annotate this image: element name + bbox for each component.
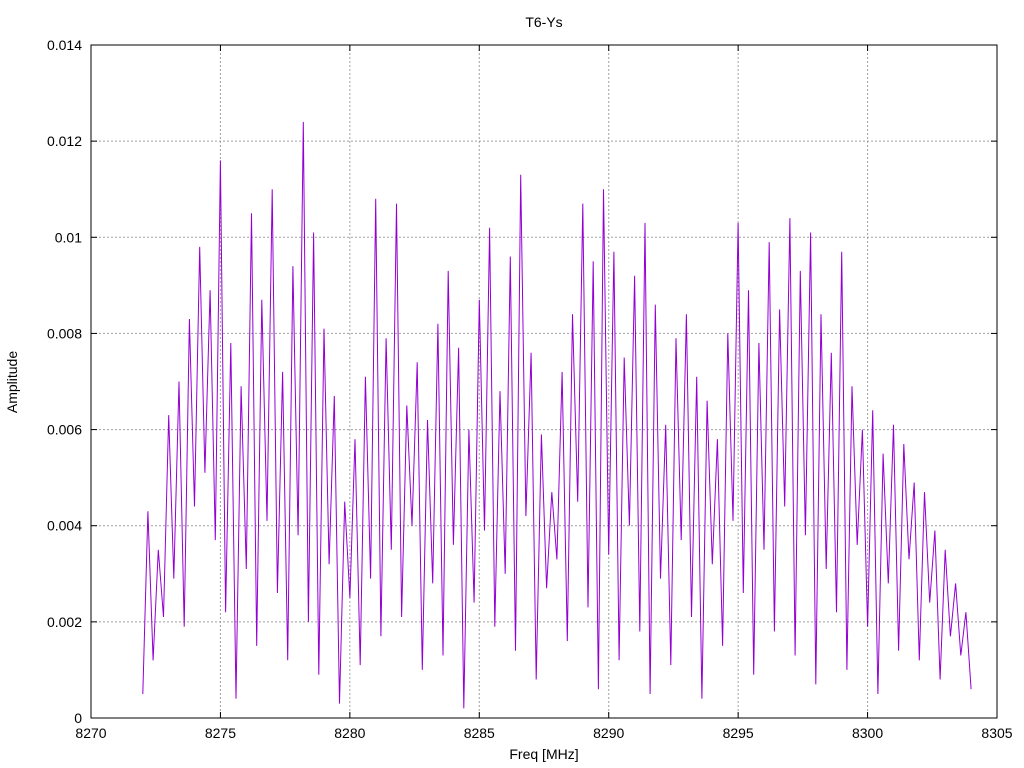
y-tick-label: 0.012 — [47, 133, 82, 149]
y-tick-label: 0.004 — [47, 518, 82, 534]
y-tick-labels: 0 0.002 0.004 0.006 0.008 0.01 0.012 0.014 — [47, 37, 82, 726]
amplitude-series-line — [142, 121, 972, 709]
x-tick-label: 8270 — [75, 725, 106, 741]
x-tick-label: 8300 — [852, 725, 883, 741]
chart-title: T6-Ys — [525, 14, 562, 30]
y-tick-label: 0 — [74, 710, 82, 726]
series-group — [142, 121, 972, 709]
x-tick-label: 8290 — [593, 725, 624, 741]
y-tick-label: 0.006 — [47, 422, 82, 438]
y-tick-label: 0.014 — [47, 37, 82, 53]
y-tick-label: 0.008 — [47, 325, 82, 341]
x-axis-title: Freq [MHz] — [509, 746, 578, 762]
y-tick-label: 0.002 — [47, 614, 82, 630]
y-axis-title: Amplitude — [4, 351, 20, 413]
x-tick-label: 8305 — [981, 725, 1012, 741]
x-tick-label: 8275 — [205, 725, 236, 741]
x-tick-label: 8285 — [464, 725, 495, 741]
x-tick-label: 8280 — [334, 725, 365, 741]
x-tick-label: 8295 — [723, 725, 754, 741]
x-tick-labels: 8270 8275 8280 8285 8290 8295 8300 8305 — [75, 725, 1012, 741]
y-tick-label: 0.01 — [55, 229, 82, 245]
axis-ticks — [90, 44, 998, 719]
plot-frame — [90, 44, 998, 719]
